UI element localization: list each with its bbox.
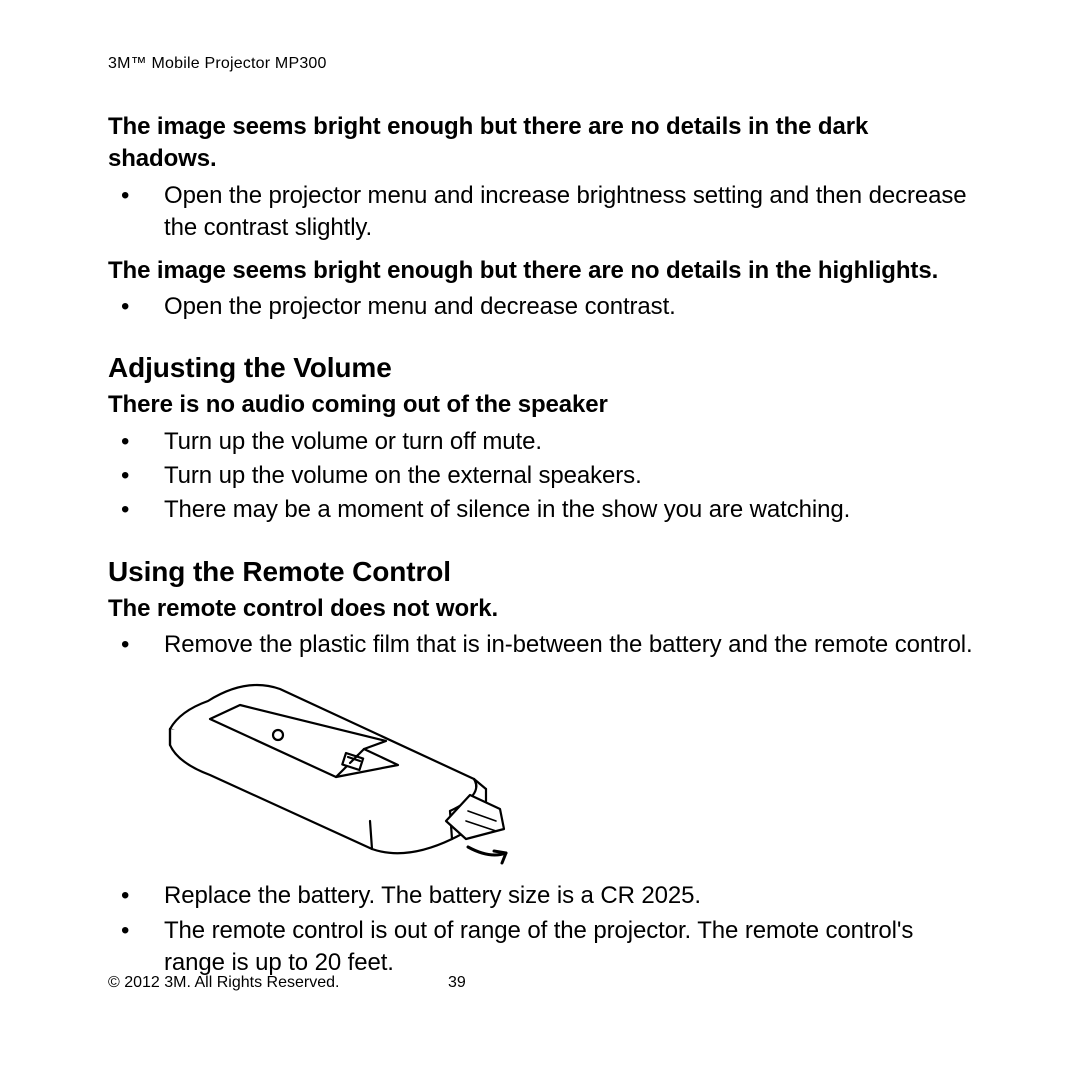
bullet-text: Open the projector menu and increase bri… (108, 180, 980, 245)
bullet-text: Remove the plastic film that is in-betwe… (108, 629, 980, 661)
bullet-text: There may be a moment of silence in the … (108, 494, 980, 526)
bullet-text: Open the projector menu and decrease con… (108, 291, 980, 323)
bullet-text: Replace the battery. The battery size is… (108, 880, 980, 912)
bullet-text: The remote control is out of range of th… (108, 915, 980, 980)
bullet-text: Turn up the volume on the external speak… (108, 460, 980, 492)
footer-page-number: 39 (448, 974, 466, 992)
section-heading-adjusting-volume: Adjusting the Volume (108, 349, 980, 387)
footer-copyright: © 2012 3M. All Rights Reserved. (108, 974, 339, 992)
page-header-text: 3M™ Mobile Projector MP300 (108, 55, 980, 73)
subheading-remote-not-work: The remote control does not work. (108, 593, 980, 625)
subheading-dark-shadows: The image seems bright enough but there … (108, 111, 980, 176)
bullet-text: Turn up the volume or turn off mute. (108, 426, 980, 458)
section-heading-remote-control: Using the Remote Control (108, 553, 980, 591)
remote-battery-film-illustration (150, 671, 980, 876)
subheading-highlights: The image seems bright enough but there … (108, 255, 980, 287)
subheading-no-audio: There is no audio coming out of the spea… (108, 389, 980, 421)
